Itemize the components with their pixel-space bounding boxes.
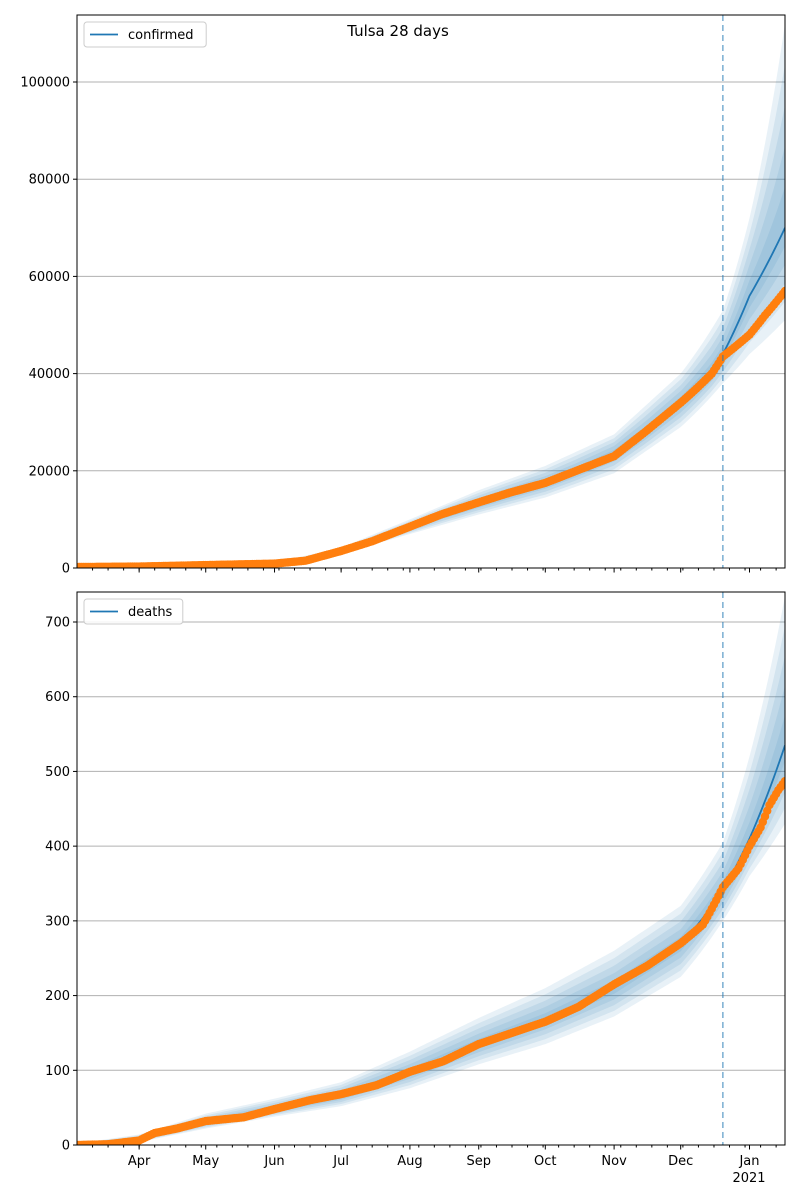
y-tick-label: 700 — [45, 616, 70, 631]
x-tick-label: Nov — [601, 1154, 627, 1169]
legend-confirmed: confirmed — [83, 21, 207, 48]
axes-frame — [76, 591, 786, 1146]
y-tick-label: 20000 — [29, 464, 70, 479]
y-tick-label: 600 — [45, 690, 70, 705]
y-tick-label: 0 — [62, 562, 70, 577]
panel-deaths: 0 100 200 300 400 500 600 700 Apr May Jun Jul Aug Sep… — [45, 591, 786, 1169]
x-tick-label: Jun — [263, 1154, 284, 1169]
legend-label: deaths — [128, 605, 173, 620]
legend-deaths: deaths — [83, 598, 184, 625]
x-tick-label: Dec — [668, 1154, 693, 1169]
x-year-label: 2021 — [732, 1171, 765, 1186]
y-tick-label: 80000 — [29, 173, 70, 188]
y-tick-label: 100 — [45, 1064, 70, 1079]
uncertainty-band — [77, 23, 785, 568]
observed-point — [780, 776, 785, 786]
y-tick-label: 60000 — [29, 270, 70, 285]
x-tick-label: Aug — [397, 1154, 422, 1169]
y-tick-label: 300 — [45, 914, 70, 929]
uncertainty-band — [77, 64, 785, 568]
legend-box — [83, 21, 207, 48]
observed-point — [780, 286, 785, 296]
y-tick-label: 0 — [62, 1139, 70, 1154]
y-tick-label: 500 — [45, 765, 70, 780]
x-tick-label: Jan — [738, 1154, 759, 1169]
uncertainty-band — [77, 655, 785, 1145]
chart-title: Tulsa 28 days — [346, 22, 449, 40]
panel-confirmed: 0 20000 40000 60000 80000 100000 confirmed — [20, 14, 786, 577]
uncertainty-band — [77, 105, 785, 568]
uncertainty-band — [77, 595, 785, 1145]
y-tick-label: 400 — [45, 840, 70, 855]
x-tick-label: Oct — [534, 1154, 556, 1169]
plot-area — [77, 15, 785, 568]
x-tick-label: Jul — [332, 1154, 349, 1169]
y-tick-label: 40000 — [29, 367, 70, 382]
y-tick-label: 100000 — [20, 76, 70, 91]
uncertainty-band — [77, 146, 785, 568]
x-tick-label: May — [192, 1154, 219, 1169]
legend-box — [83, 598, 184, 625]
legend-label: confirmed — [128, 28, 194, 43]
x-tick-label: Apr — [128, 1154, 151, 1169]
y-tick-label: 200 — [45, 989, 70, 1004]
axes-frame — [76, 14, 786, 569]
plot-area — [77, 592, 785, 1145]
x-tick-label: Sep — [466, 1154, 491, 1169]
